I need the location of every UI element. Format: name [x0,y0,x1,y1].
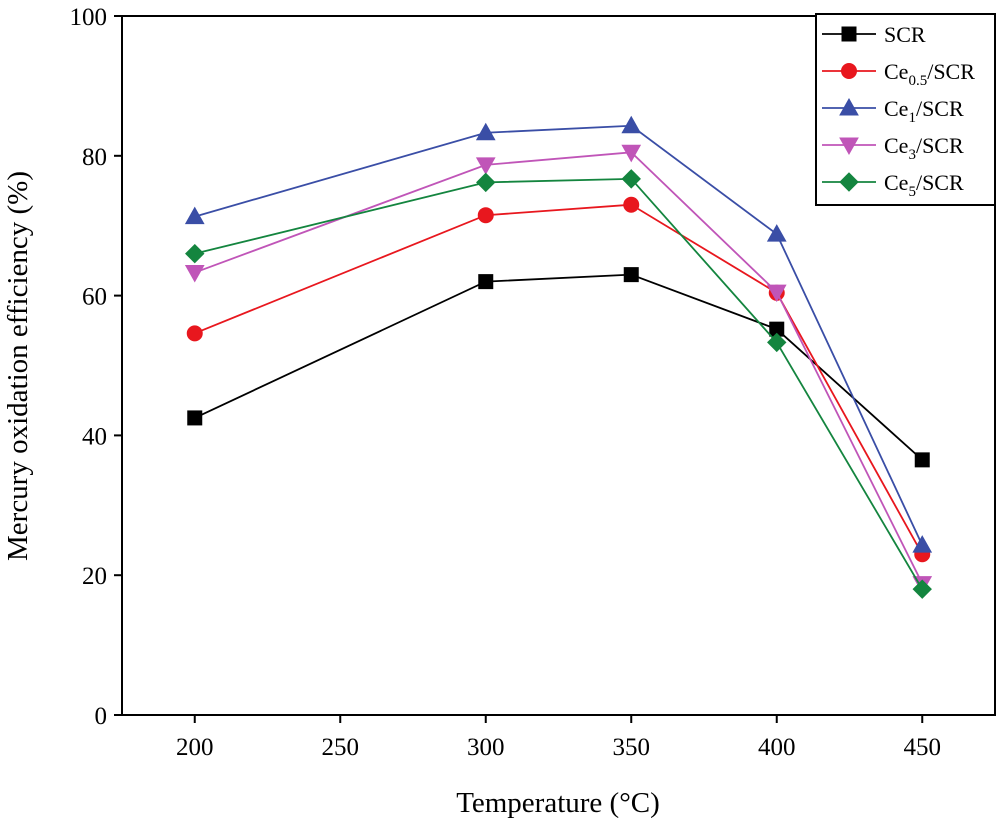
legend-marker [839,97,859,116]
x-tick-label: 350 [613,734,651,761]
legend-marker [839,172,859,192]
data-point [477,207,494,224]
legend-label: Ce5/SCR [884,170,964,200]
series-line [194,177,924,590]
data-point [914,452,930,468]
data-point [478,274,494,290]
x-tick-label: 400 [758,734,796,761]
series-line [194,273,923,461]
legend-marker [841,63,857,79]
x-tick-label: 250 [322,734,360,761]
series-line [194,203,924,555]
x-axis-title: Temperature (°C) [456,787,660,818]
y-tick-label: 0 [95,703,108,730]
data-point [185,243,205,264]
data-point [766,224,787,242]
legend-marker [841,26,857,42]
y-axis-ticks: 0 20 40 60 80 100 [70,4,122,730]
data-point [623,267,639,283]
data-point [767,332,787,353]
data-point [912,535,933,553]
data-point [184,206,205,225]
legend-marker [839,137,859,156]
legend: SCR Ce0.5/SCR Ce1/SCR Ce3/SCR Ce5/SCR [815,13,996,206]
legend-item: Ce0.5/SCR [822,59,975,89]
legend-label: SCR [884,22,926,47]
y-tick-label: 80 [82,144,107,171]
data-point [475,122,496,141]
series-Ce1/SCR [184,115,933,553]
x-axis-ticks: 200 250 300 350 400 450 [176,715,941,761]
x-tick-label: 450 [904,734,942,761]
series-Ce5/SCR [185,169,932,599]
y-tick-label: 20 [82,563,107,590]
data-point [184,265,205,283]
series-Ce3/SCR [184,144,933,594]
y-tick-label: 60 [82,284,107,311]
legend-label: Ce0.5/SCR [884,59,975,89]
plot-frame [121,15,996,716]
series-Ce0.5/SCR [186,196,931,563]
legend-label: Ce3/SCR [884,133,964,163]
series-line [194,124,924,546]
x-tick-label: 300 [467,734,505,761]
y-tick-label: 100 [70,4,108,31]
data-point [621,144,642,163]
legend-item: Ce1/SCR [822,96,964,126]
data-point [621,115,642,134]
data-point [623,196,640,213]
x-tick-label: 200 [176,734,214,761]
data-point [621,169,641,189]
data-point [187,410,203,426]
y-axis-title: Mercury oxidation efficiency (%) [2,171,34,561]
y-tick-label: 40 [82,423,107,450]
series-line [194,151,924,584]
legend-label: Ce1/SCR [884,96,964,126]
series-SCR [187,267,930,468]
data-point [912,579,932,599]
data-point [476,172,496,193]
series-layer [184,115,933,599]
data-point [766,284,787,303]
data-point [186,325,203,342]
legend-item: SCR [822,22,926,47]
data-point [475,157,496,175]
legend-item: Ce3/SCR [822,133,964,163]
legend-item: Ce5/SCR [822,170,964,200]
